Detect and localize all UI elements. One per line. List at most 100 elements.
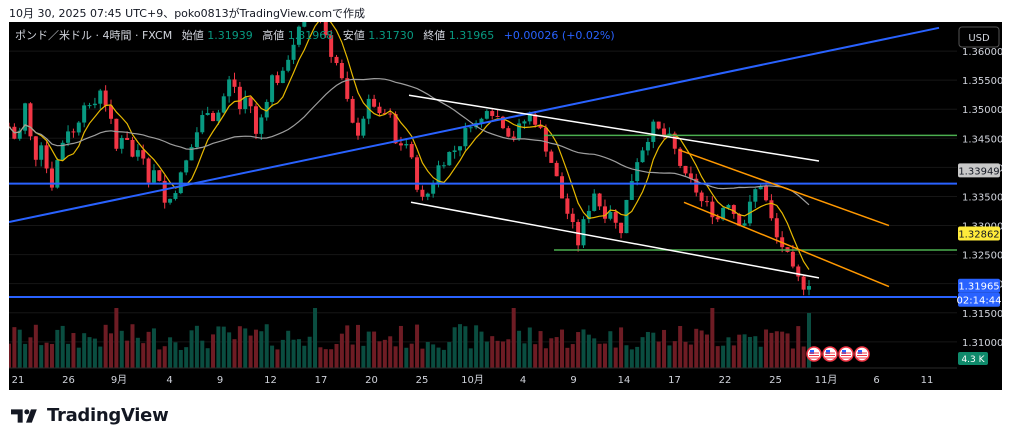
volume-bar	[227, 332, 232, 368]
volume-bar	[560, 329, 565, 368]
candle-body	[350, 98, 355, 123]
volume-bar	[398, 325, 403, 368]
volume-bar	[33, 324, 38, 368]
candle-body	[66, 131, 71, 143]
us-flag-icon[interactable]	[806, 346, 822, 362]
candle-body	[565, 198, 570, 214]
volume-bar	[619, 327, 624, 368]
volume-bar	[361, 345, 366, 368]
volume-bar	[355, 324, 360, 368]
candle-body	[678, 148, 683, 166]
candle-body	[355, 122, 360, 136]
volume-bar	[275, 349, 280, 368]
candle-body	[280, 70, 285, 83]
volume-bar	[194, 325, 199, 368]
candle-body	[640, 150, 645, 163]
volume-bar	[715, 346, 720, 368]
candle-body	[227, 79, 232, 97]
currency-badge[interactable]	[958, 26, 1000, 48]
volume-bar	[511, 308, 516, 368]
volume-bar	[44, 342, 49, 368]
price-tag	[958, 163, 1000, 178]
moving-average-fast	[9, 22, 810, 270]
volume-bar	[651, 332, 656, 368]
price-axis[interactable]: USD	[957, 22, 1002, 368]
candle-body	[28, 103, 33, 137]
tradingview-wordmark: TradingView	[47, 405, 169, 426]
volume-bar	[506, 339, 511, 368]
candle-body	[495, 115, 500, 117]
grid	[9, 50, 957, 343]
legend-low-label: 安値	[343, 28, 365, 42]
candle-body	[173, 193, 178, 199]
candle-body	[769, 200, 774, 219]
legend-symbol: ポンド／米ドル · 4時間 · FXCM	[15, 29, 172, 42]
us-flag-icon[interactable]	[822, 346, 838, 362]
channel-upper-line	[408, 94, 820, 162]
price-chart[interactable]: ポンド／米ドル · 4時間 · FXCM 始値 1.31939 高値 1.319…	[9, 22, 1002, 390]
volume-bar	[597, 343, 602, 368]
price-tag-label: 1.33949	[958, 166, 999, 177]
candle-body	[704, 201, 709, 203]
us-flag-icon[interactable]	[838, 346, 854, 362]
us-flag-icon[interactable]	[854, 346, 870, 362]
candle-body	[270, 75, 275, 102]
volume-bar	[291, 339, 296, 368]
volume-bar	[286, 330, 291, 368]
volume-bar	[629, 349, 634, 368]
candle-body	[157, 170, 162, 181]
volume-bar	[98, 346, 103, 368]
candle-body	[694, 178, 699, 193]
volume-bar	[415, 324, 420, 368]
moving-averages	[9, 22, 810, 270]
candle-body	[168, 198, 173, 203]
candle-body	[87, 105, 92, 107]
candle-body	[382, 113, 387, 115]
candle-body	[44, 145, 49, 169]
candle-body	[608, 211, 613, 219]
candle-body	[109, 105, 114, 119]
candle-body	[162, 180, 167, 203]
time-axis-labels: 21 26 9月 4 9 12 17 20 25 10月 4 9 14 17 22 25 11月 6 11	[12, 374, 934, 386]
legend-close-value: 1.31965	[449, 29, 495, 42]
drawings	[9, 26, 957, 299]
candle-body	[409, 144, 414, 158]
price-tag-label: 1.32862	[958, 230, 999, 241]
volume-bar	[248, 335, 253, 368]
volume-bar	[807, 313, 811, 368]
volume-bar	[699, 330, 704, 368]
volume-bar	[420, 348, 425, 368]
volume-bar	[253, 329, 258, 368]
volume-bar	[463, 326, 468, 368]
volume-bar	[635, 346, 640, 368]
volume-bar	[200, 340, 205, 368]
candle-body	[23, 103, 28, 131]
time-axis[interactable]	[9, 367, 1002, 390]
candle-body	[189, 147, 194, 161]
volume-bar	[672, 341, 677, 368]
volume-bar	[151, 328, 156, 368]
volume-bar	[205, 348, 210, 368]
candle-body	[651, 121, 656, 142]
event-icons[interactable]	[806, 346, 870, 362]
volume-bar	[490, 336, 495, 368]
candle-body	[253, 106, 258, 134]
candle-body	[388, 113, 393, 115]
volume-bar	[323, 349, 328, 368]
candle-body	[629, 181, 634, 200]
candle-body	[538, 124, 543, 128]
candle-body	[221, 96, 226, 113]
volume-bar	[17, 329, 22, 368]
candle-body	[796, 266, 801, 277]
volume-bar	[12, 327, 17, 368]
tradingview-logo[interactable]: TradingView	[11, 405, 169, 426]
volume-bar	[114, 308, 119, 368]
candle-body	[103, 90, 108, 106]
candle-body	[425, 193, 430, 197]
volume-bar	[377, 341, 382, 368]
price-tick-label: 1.34500	[962, 134, 1002, 145]
chart-area[interactable]: ポンド／米ドル · 4時間 · FXCM 始値 1.31939 高値 1.319…	[9, 22, 1002, 390]
volume-bar	[178, 349, 183, 368]
price-tick-label: 1.31500	[962, 309, 1002, 320]
candle-body	[672, 133, 677, 149]
